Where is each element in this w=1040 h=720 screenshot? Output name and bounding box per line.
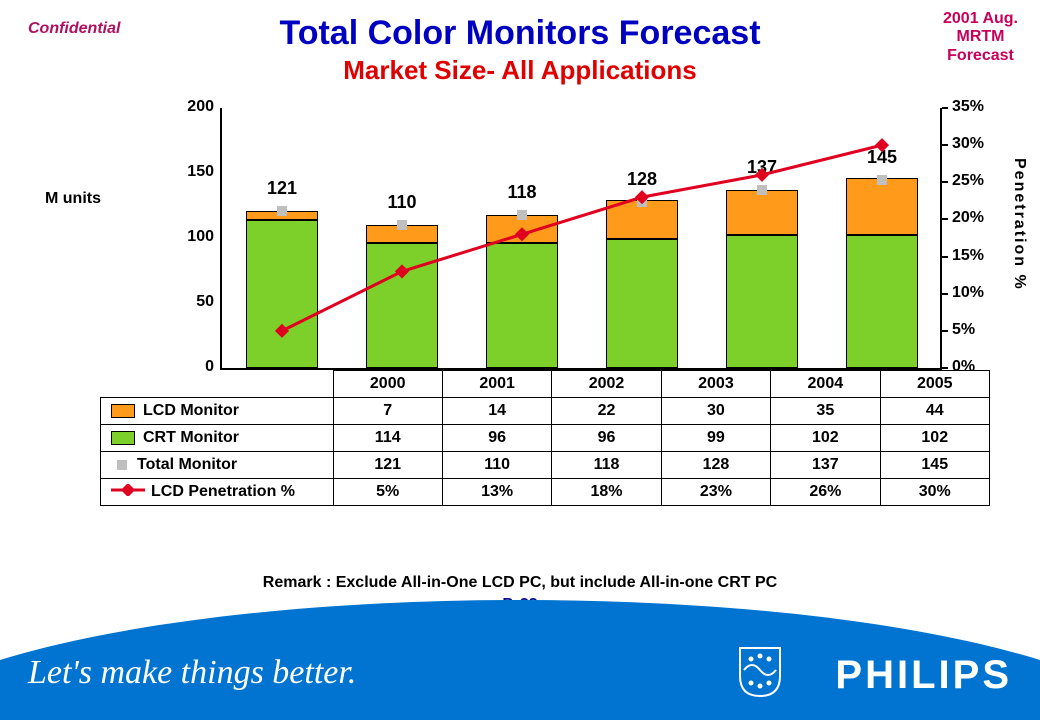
plot-area: 050100150200 0%5%10%15%20%25%30%35% 1211… (220, 108, 942, 370)
penetration-point-icon (395, 264, 409, 278)
table-row-label: CRT Monitor (143, 429, 239, 446)
y-right-tick: 5% (952, 321, 1002, 339)
table-header-cell (101, 371, 334, 398)
table-cell: 102 (880, 425, 989, 452)
title-line2: Market Size- All Applications (0, 55, 1040, 86)
table-cell: 14 (442, 398, 551, 425)
penetration-point-icon (275, 324, 289, 338)
y-left-axis-label: M units (45, 190, 101, 208)
table-cell: 121 (333, 452, 442, 479)
slogan-text: Let's make things better. (28, 654, 356, 692)
table-cell: 7 (333, 398, 442, 425)
remark-text: Remark : Exclude All-in-One LCD PC, but … (0, 574, 1040, 592)
penetration-point-icon (635, 190, 649, 204)
table-row-header: LCD Monitor (101, 398, 334, 425)
y-left-tick: 200 (164, 98, 214, 116)
table-cell: 5% (333, 479, 442, 506)
y-right-tick: 20% (952, 209, 1002, 227)
table-cell: 30 (661, 398, 770, 425)
slide: Confidential 2001 Aug. MRTM Forecast Tot… (0, 0, 1040, 720)
y-right-tick: 30% (952, 135, 1002, 153)
y-left-tick: 0 (164, 358, 214, 376)
title-line1: Total Color Monitors Forecast (0, 14, 1040, 53)
y-right-tick: 15% (952, 247, 1002, 265)
table-cell: 96 (552, 425, 661, 452)
table-cell: 23% (661, 479, 770, 506)
table-header-cell: 2001 (442, 371, 551, 398)
table-cell: 96 (442, 425, 551, 452)
table-cell: 35 (771, 398, 880, 425)
line-layer (222, 108, 942, 368)
table-row-label: LCD Monitor (143, 402, 239, 419)
table-cell: 99 (661, 425, 770, 452)
table-cell: 145 (880, 452, 989, 479)
table-cell: 18% (552, 479, 661, 506)
table-cell: 102 (771, 425, 880, 452)
table-row-header: LCD Penetration % (101, 479, 334, 506)
table-cell: 114 (333, 425, 442, 452)
y-left-tick: 50 (164, 293, 214, 311)
total-swatch-icon (117, 460, 127, 470)
y-right-tick: 25% (952, 172, 1002, 190)
table-row-header: CRT Monitor (101, 425, 334, 452)
table-row-label: LCD Penetration % (151, 483, 295, 500)
y-right-tick: 35% (952, 98, 1002, 116)
table-header-cell: 2002 (552, 371, 661, 398)
penetration-swatch-icon (111, 483, 145, 501)
table-cell: 30% (880, 479, 989, 506)
penetration-point-icon (755, 168, 769, 182)
title-block: Total Color Monitors Forecast Market Siz… (0, 14, 1040, 86)
chart: M units 050100150200 0%5%10%15%20%25%30%… (100, 108, 990, 506)
table-cell: 118 (552, 452, 661, 479)
table-cell: 22 (552, 398, 661, 425)
data-table: 200020012002200320042005LCD Monitor71422… (100, 370, 990, 506)
table-header-cell: 2004 (771, 371, 880, 398)
y-left-tick: 150 (164, 163, 214, 181)
penetration-point-icon (875, 138, 889, 152)
table-cell: 110 (442, 452, 551, 479)
table-cell: 13% (442, 479, 551, 506)
table-cell: 26% (771, 479, 880, 506)
lcd-swatch-icon (111, 404, 135, 418)
penetration-line (282, 145, 882, 331)
table-cell: 128 (661, 452, 770, 479)
table-row-header: Total Monitor (101, 452, 334, 479)
crt-swatch-icon (111, 431, 135, 445)
table-row-label: Total Monitor (137, 456, 237, 473)
penetration-point-icon (515, 227, 529, 241)
philips-shield-icon (738, 646, 782, 698)
y-right-tick: 0% (952, 358, 1002, 376)
y-right-axis-label: Penetration % (1010, 158, 1028, 291)
philips-wordmark: PHILIPS (835, 653, 1012, 698)
table-cell: 137 (771, 452, 880, 479)
y-left-tick: 100 (164, 228, 214, 246)
table-cell: 44 (880, 398, 989, 425)
table-header-cell: 2000 (333, 371, 442, 398)
table-header-cell: 2003 (661, 371, 770, 398)
y-right-tick: 10% (952, 284, 1002, 302)
